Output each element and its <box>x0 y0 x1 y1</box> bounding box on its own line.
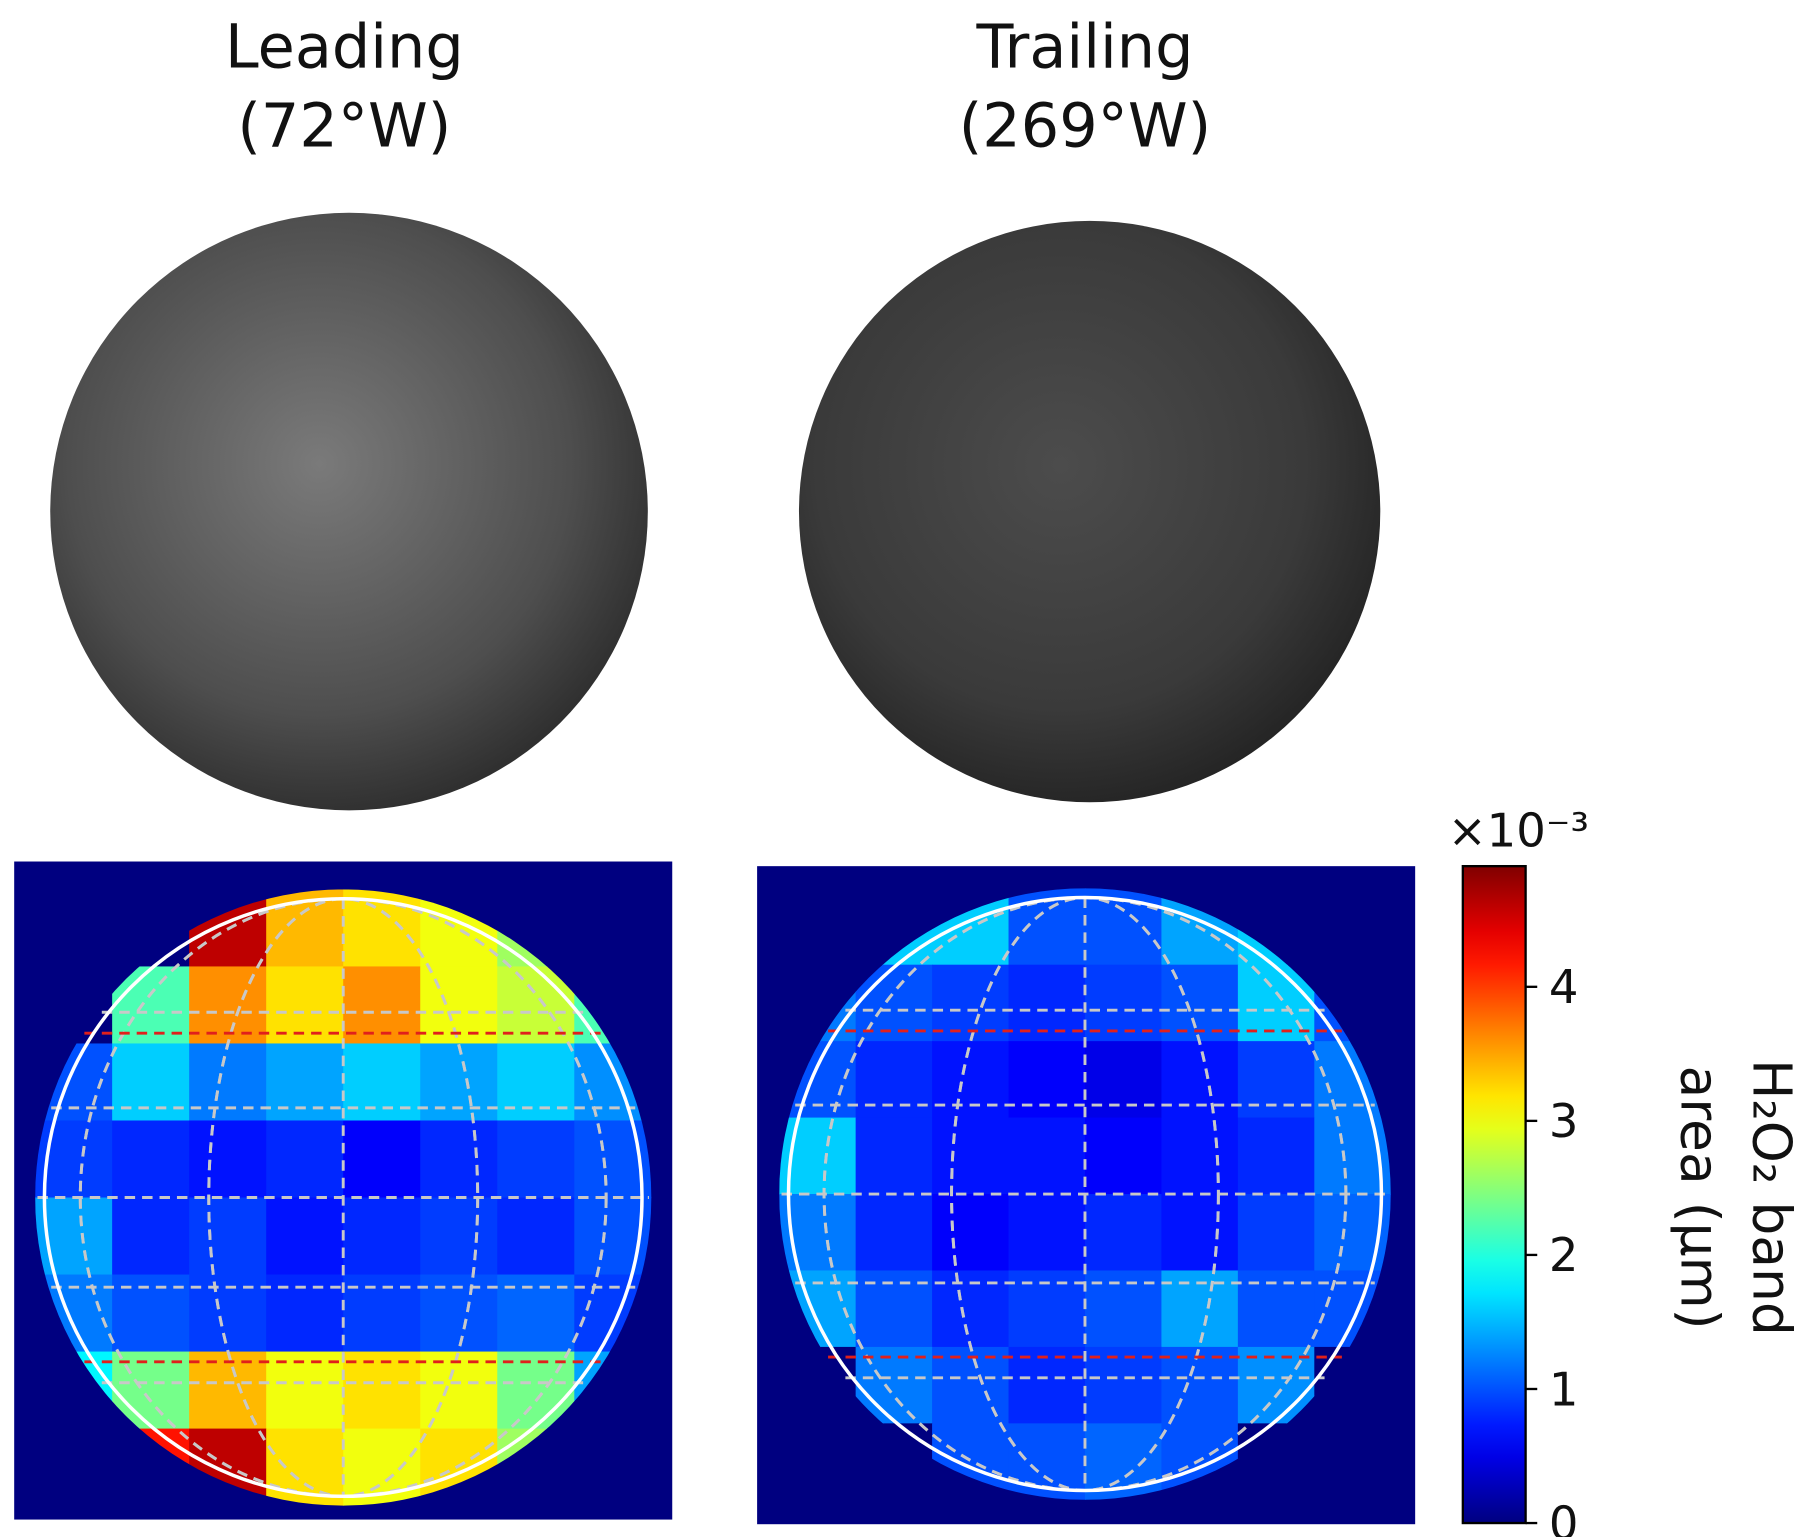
heatmap-cell <box>189 1351 267 1430</box>
panel-subtitle: (72°W) <box>237 91 451 161</box>
heatmap-cell <box>932 964 1010 1042</box>
heatmap-cell <box>1161 964 1239 1042</box>
colorbar-multiplier: ×10⁻³ <box>1448 803 1589 857</box>
heatmap-cell <box>1084 1346 1163 1424</box>
heatmap-cell <box>1161 1041 1239 1119</box>
heatmap-cell <box>112 1197 190 1276</box>
heatmap-cell <box>1008 1041 1086 1119</box>
colorbar-tick-label: 1 <box>1549 1362 1579 1416</box>
heatmap-cell <box>266 1043 344 1122</box>
heatmap-cell <box>420 1120 498 1199</box>
heatmap-cell <box>112 1043 190 1122</box>
heatmap-cell <box>855 1041 933 1119</box>
panel-title: Leading <box>225 12 464 82</box>
heatmap-cell <box>420 1351 498 1430</box>
heatmap-cell <box>266 1120 344 1199</box>
heatmap-cell <box>343 1120 421 1199</box>
heatmap-cell <box>420 1197 498 1276</box>
heatmap-cell <box>189 966 267 1045</box>
heatmap-cell <box>189 1043 267 1122</box>
heatmap-cell <box>932 1041 1010 1119</box>
heatmap-cell <box>420 966 498 1045</box>
heatmap-cell <box>1008 964 1086 1042</box>
colorbar-label: area (μm) <box>1668 1065 1731 1329</box>
heatmap-cell <box>1008 1117 1086 1195</box>
panel-subtitle: (269°W) <box>959 91 1212 161</box>
limb <box>42 896 644 1499</box>
limb <box>786 895 1384 1493</box>
heatmap-cell <box>420 1043 498 1122</box>
colorbar <box>1461 864 1527 1525</box>
heatmap-cell <box>1084 1194 1163 1272</box>
heatmap-cell <box>932 1346 1010 1424</box>
heatmap-cell <box>855 1194 933 1272</box>
heatmap-cell <box>932 1194 1010 1272</box>
heatmap-cell <box>343 1351 421 1430</box>
heatmap-cell <box>497 1043 575 1122</box>
heatmap-cell <box>855 1117 933 1195</box>
heatmap-cell <box>266 1197 344 1276</box>
heatmap-cell <box>1084 1041 1163 1119</box>
moon-image-leading <box>50 212 648 811</box>
heatmap-cell <box>343 966 421 1045</box>
moon-image-trailing <box>798 220 1381 803</box>
heatmap-cell <box>1237 1194 1315 1272</box>
heatmap-cell <box>1237 1041 1315 1119</box>
heatmap-cell <box>189 1197 267 1276</box>
heatmap-cell <box>497 1120 575 1199</box>
heatmap-cell <box>1084 964 1163 1042</box>
heatmap-cell <box>1084 1117 1163 1195</box>
heatmap-cell <box>266 966 344 1045</box>
colorbar-tick-label: 2 <box>1549 1228 1579 1282</box>
heatmap-cell <box>932 1117 1010 1195</box>
heatmap-cell <box>343 1043 421 1122</box>
heatmap-cell <box>189 1120 267 1199</box>
heatmap-cell <box>343 1197 421 1276</box>
heatmap-cell <box>112 1120 190 1199</box>
heatmap-cell <box>1237 1117 1315 1195</box>
heatmap-cell <box>1161 1346 1239 1424</box>
colorbar-tick-label: 4 <box>1549 960 1579 1014</box>
colorbar-tick-label: 0 <box>1549 1496 1579 1537</box>
heatmap-cell <box>1008 1346 1086 1424</box>
heatmap-cell <box>497 1197 575 1276</box>
heatmap-cell <box>266 1351 344 1430</box>
heatmap-cell <box>1161 1117 1239 1195</box>
heatmap-cell <box>1161 1194 1239 1272</box>
colorbar-tick-label: 3 <box>1549 1094 1579 1148</box>
colorbar-label: H₂O₂ band <box>1740 1059 1803 1336</box>
heatmap-cell <box>1008 1194 1086 1272</box>
panel-title: Trailing <box>975 12 1193 82</box>
